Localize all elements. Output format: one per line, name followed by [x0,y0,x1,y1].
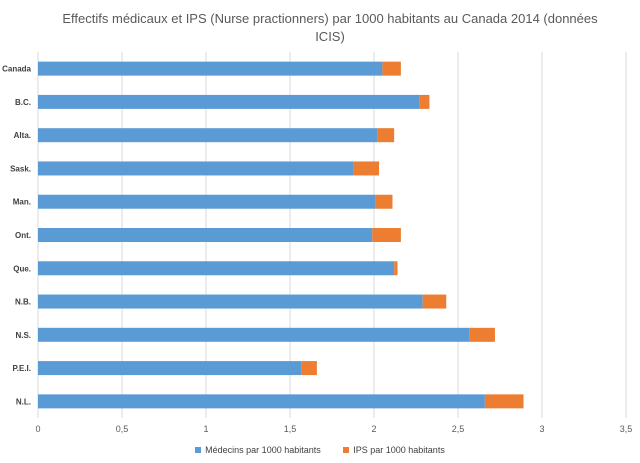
bar-ips [375,194,393,209]
bar-ips [394,261,398,276]
bar-medecins [38,61,383,76]
legend-swatch-medecins [195,447,202,453]
x-tick-label: 3 [539,424,544,434]
bar-ips [469,327,495,342]
bar-ips [377,128,395,143]
bar-ips [382,61,401,76]
bar-ips [301,361,317,376]
x-tick-label: 1,5 [284,424,297,434]
category-label: Sask. [10,164,31,173]
legend-item-ips: IPS par 1000 habitants [343,445,445,455]
x-tick-label: 0,5 [116,424,129,434]
category-label: Man. [13,198,31,207]
bar-ips [422,294,447,309]
bar-medecins [38,128,378,143]
bar-medecins [38,194,376,209]
bar-medecins [38,294,423,309]
bar-medecins [38,361,302,376]
bar-ips [484,394,524,409]
category-label: Ont. [15,231,31,240]
bar-ips [353,161,380,176]
bar-ips [372,228,401,242]
category-label: P.E.I. [12,364,31,373]
bar-medecins [38,394,485,409]
bar-medecins [38,261,395,276]
category-label: N.L. [16,397,31,406]
legend-swatch-ips [343,447,350,453]
bar-medecins [38,94,420,109]
category-label: N.B. [15,298,31,307]
category-label: N.S. [15,331,31,340]
legend: Médecins par 1000 habitants IPS par 1000… [0,445,640,455]
legend-item-medecins: Médecins par 1000 habitants [195,445,321,455]
category-label: Alta. [14,131,31,140]
bar-medecins [38,327,470,342]
x-tick-label: 3,5 [620,424,633,434]
legend-label-ips: IPS par 1000 habitants [353,445,445,455]
category-label: B.C. [15,98,31,107]
x-tick-label: 1 [203,424,208,434]
x-tick-label: 2,5 [452,424,465,434]
x-tick-label: 0 [35,424,40,434]
bar-medecins [38,161,354,176]
legend-label-medecins: Médecins par 1000 habitants [205,445,321,455]
x-tick-label: 2 [371,424,376,434]
chart-title: Effectifs médicaux et IPS (Nurse practio… [62,11,598,44]
category-label: Que. [13,264,31,273]
bar-medecins [38,228,373,242]
bar-ips [419,94,430,109]
category-label: Canada [2,65,31,74]
